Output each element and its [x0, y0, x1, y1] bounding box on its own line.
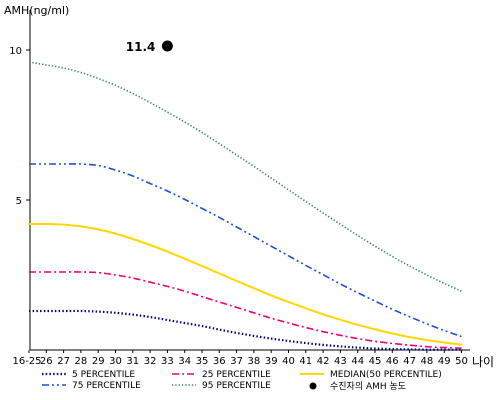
x-tick-label: 42: [317, 356, 330, 367]
series-lines: [28, 61, 463, 351]
x-tick-label: 35: [196, 356, 209, 367]
series-line-3: [29, 163, 462, 338]
legend-highlight-dot: [309, 382, 317, 390]
x-tick-label: 47: [403, 356, 416, 367]
x-tick-label: 49: [438, 356, 451, 367]
y-tick-label: 10: [9, 46, 22, 57]
x-axis-label: 나이: [472, 355, 494, 369]
x-tick-label: 34: [178, 356, 191, 367]
series-line-2: [28, 222, 463, 346]
legend-label-4: 95 PERCENTILE: [202, 381, 271, 391]
x-tick-label: 37: [230, 356, 243, 367]
legend-label-2: MEDIAN(50 PERCENTILE): [330, 370, 442, 380]
x-tick-label: 43: [334, 356, 347, 367]
x-tick-label: 48: [421, 356, 434, 367]
highlight-value-label: 11.4: [126, 40, 156, 54]
highlight-point: 11.4: [126, 40, 173, 54]
x-tick-label: 46: [386, 356, 399, 367]
x-tick-label: 36: [213, 356, 226, 367]
x-tick-label: 50: [455, 356, 468, 367]
y-ticks: 5 10: [9, 46, 30, 207]
x-tick-label: 44: [351, 356, 364, 367]
x-tick-label: 41: [299, 356, 312, 367]
legend-label-3: 75 PERCENTILE: [72, 381, 141, 391]
series-line-4: [28, 61, 462, 292]
x-tick-label: 26: [40, 356, 53, 367]
x-tick-label: 29: [92, 356, 105, 367]
legend-label-0: 5 PERCENTILE: [72, 370, 135, 380]
x-tick-label: 39: [265, 356, 278, 367]
x-tick-label: 40: [282, 356, 295, 367]
legend: 5 PERCENTILE 25 PERCENTILE MEDIAN(50 PERCE…: [42, 370, 442, 392]
x-tick-label: 33: [161, 356, 174, 367]
legend-label-1: 25 PERCENTILE: [202, 370, 271, 380]
x-tick-label: 28: [75, 356, 88, 367]
highlight-dot: [161, 40, 173, 52]
series-line-0: [29, 309, 462, 351]
legend-highlight-label: 수진자의 AMH 농도: [330, 381, 406, 392]
x-tick-label: 30: [109, 356, 122, 367]
y-tick-label: 5: [16, 196, 22, 207]
series-line-1: [29, 271, 462, 349]
x-tick-label: 38: [248, 356, 261, 367]
y-axis-label: AMH(ng/ml): [4, 4, 69, 17]
x-tick-label: 31: [126, 356, 139, 367]
x-tick-label: 27: [57, 356, 70, 367]
x-tick-label: 32: [144, 356, 157, 367]
x-tick-label: 45: [369, 356, 382, 367]
x-tick-label: 16-25: [12, 356, 41, 367]
